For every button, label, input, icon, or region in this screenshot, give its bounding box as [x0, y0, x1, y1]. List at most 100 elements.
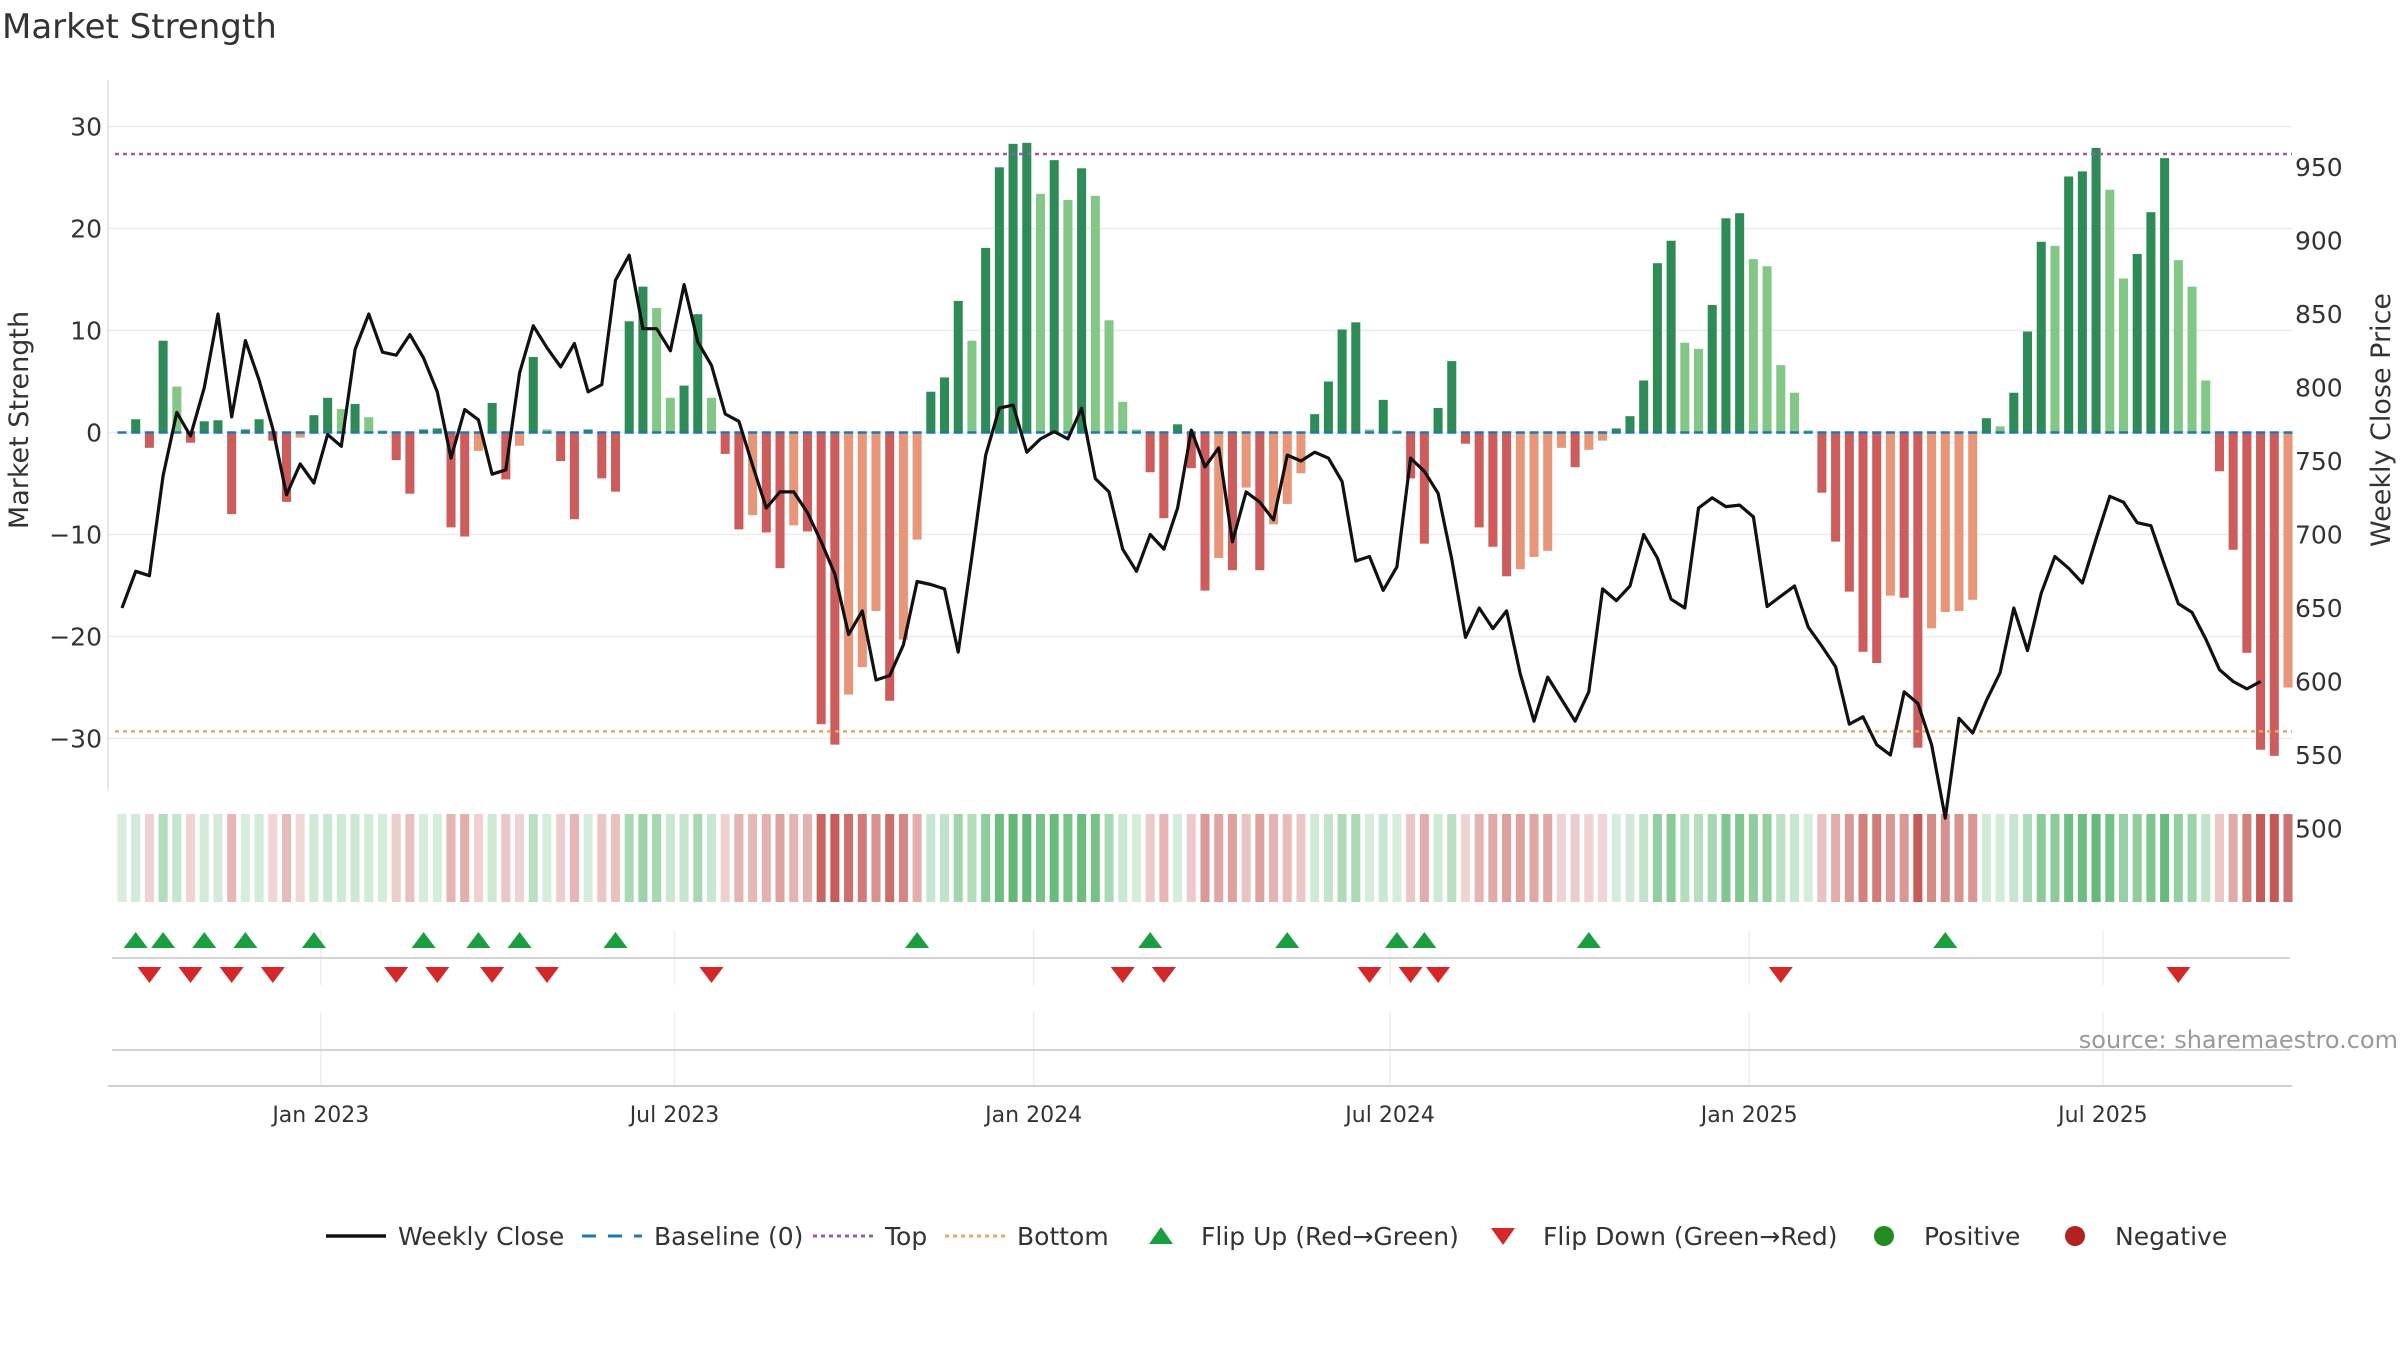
- heat-cell: [597, 814, 607, 902]
- strength-bar: [1241, 432, 1251, 488]
- heat-cell: [1652, 814, 1662, 902]
- heat-cell: [1940, 814, 1950, 902]
- heat-cell: [2105, 814, 2115, 902]
- strength-bar: [131, 419, 141, 433]
- heat-cell: [172, 814, 182, 902]
- strength-bar: [1049, 160, 1059, 433]
- heat-cell: [2064, 814, 2074, 902]
- strength-bar: [624, 321, 634, 433]
- heat-cell: [898, 814, 908, 902]
- heat-cell: [2132, 814, 2142, 902]
- heat-cell: [871, 814, 881, 902]
- heat-cell: [679, 814, 689, 902]
- heat-cell: [350, 814, 360, 902]
- strength-bar: [706, 397, 717, 433]
- heat-cell: [2173, 814, 2183, 902]
- heat-cell: [583, 814, 593, 902]
- strength-bar: [830, 432, 840, 745]
- strength-bar: [1474, 432, 1484, 528]
- flip-down-marker: [178, 967, 203, 983]
- y2-tick-label: 750: [2295, 447, 2343, 476]
- strength-bar: [309, 415, 319, 433]
- heat-cell: [419, 814, 429, 902]
- strength-bar: [1515, 432, 1525, 570]
- heat-cell: [2077, 814, 2087, 902]
- strength-bar: [281, 432, 292, 502]
- heat-cell: [1008, 814, 1018, 902]
- heat-cell: [1200, 814, 1210, 902]
- flip-markers: [123, 932, 2191, 983]
- strength-bar: [693, 314, 703, 433]
- flip-down-marker: [1398, 967, 1423, 983]
- strength-bar: [2091, 147, 2101, 433]
- strength-bar: [1693, 348, 1704, 433]
- strength-bar: [857, 432, 867, 668]
- strength-bar: [419, 429, 429, 433]
- heat-cell: [1776, 814, 1786, 902]
- heat-cell: [1666, 814, 1676, 902]
- strength-bar: [528, 357, 538, 433]
- strength-bar: [1721, 218, 1731, 433]
- strength-bar: [2105, 189, 2115, 433]
- legend-item: Weekly Close: [326, 1222, 564, 1251]
- heat-cell: [227, 814, 237, 902]
- strength-bar: [802, 432, 812, 532]
- strength-bar: [789, 432, 799, 526]
- heat-strip: [117, 814, 2293, 902]
- strength-bar: [1748, 259, 1758, 433]
- y-tick-label: 10: [70, 317, 102, 346]
- strength-bar: [542, 429, 552, 433]
- strength-bar: [1652, 263, 1662, 433]
- flip-down-marker: [260, 967, 285, 983]
- strength-bar: [1995, 426, 2005, 433]
- heat-cell: [432, 814, 442, 902]
- heat-cell: [1789, 814, 1800, 902]
- heat-cell: [1159, 814, 1169, 902]
- heat-cell: [830, 814, 840, 902]
- strength-bar: [816, 432, 826, 725]
- strength-bar: [1186, 432, 1196, 469]
- heat-cell: [981, 814, 991, 902]
- flip-up-marker: [603, 932, 628, 948]
- strength-bar: [1625, 416, 1635, 433]
- strength-bar: [405, 432, 415, 494]
- weekly-close-line-layer: [120, 253, 2262, 820]
- y2-tick-label: 550: [2295, 741, 2343, 770]
- strength-bar: [1406, 432, 1416, 479]
- heat-cell: [1131, 814, 1141, 902]
- source-credit: source: sharemaestro.com: [2079, 1026, 2398, 1054]
- x-tick-label: Jul 2023: [628, 1103, 720, 1128]
- strength-bar: [2187, 286, 2197, 433]
- strength-bar: [1378, 399, 1388, 433]
- heat-cell: [556, 814, 566, 902]
- strength-bar: [1611, 428, 1621, 433]
- heat-cell: [1392, 814, 1402, 902]
- legend-dot-red-icon: [2065, 1226, 2085, 1246]
- flip-down-marker: [1110, 967, 1135, 983]
- heat-cell: [789, 814, 799, 902]
- strength-bar: [268, 432, 278, 441]
- strength-bar: [885, 432, 895, 701]
- strength-bar: [501, 432, 511, 480]
- heat-cell: [2118, 814, 2129, 902]
- heat-cell: [2009, 814, 2019, 902]
- strength-bar: [1310, 414, 1320, 433]
- heat-cell: [1872, 814, 1882, 902]
- strength-bar: [1296, 432, 1306, 474]
- heat-cell: [2050, 814, 2060, 902]
- flip-down-marker: [534, 967, 559, 983]
- flip-up-marker: [1412, 932, 1437, 948]
- strength-bar: [1090, 195, 1100, 433]
- heat-cell: [1296, 814, 1306, 902]
- grid-layer: [108, 125, 2292, 1085]
- strength-bar: [254, 419, 264, 433]
- heat-cell: [1693, 814, 1704, 902]
- strength-bar: [446, 432, 456, 528]
- legend-label: Baseline (0): [654, 1222, 803, 1251]
- y-tick-label: 0: [86, 419, 102, 448]
- strength-bar: [295, 432, 305, 438]
- heat-cell: [940, 814, 950, 902]
- flip-up-marker: [151, 932, 176, 948]
- flip-down-marker: [699, 967, 724, 983]
- strength-bar: [1899, 432, 1909, 598]
